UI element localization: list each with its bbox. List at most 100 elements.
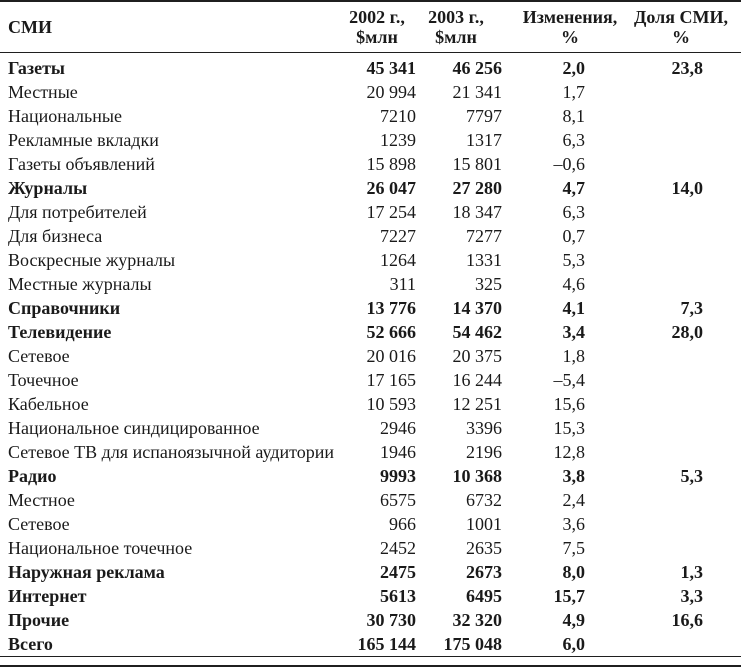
value-2003-cell: 16 244 bbox=[452, 370, 503, 390]
value-2002-cell: 45 341 bbox=[366, 58, 417, 78]
share-cell bbox=[585, 128, 703, 152]
value-2003-cell: 1317 bbox=[466, 130, 502, 150]
change-cell: 6,3 bbox=[562, 202, 586, 222]
value-2003-cell: 21 341 bbox=[452, 82, 503, 102]
column-header-2002-line2: $млн bbox=[356, 26, 398, 47]
value-2003-cell: 2196 bbox=[466, 442, 502, 462]
column-header-share-line1: Доля СМИ, bbox=[634, 7, 728, 27]
value-2003-cell: 7277 bbox=[466, 226, 502, 246]
label-cell: Для потребителей bbox=[8, 202, 147, 222]
change-cell: 15,7 bbox=[553, 586, 586, 606]
share-cell: 14,0 bbox=[671, 178, 704, 198]
share-cell bbox=[585, 248, 703, 272]
share-cell bbox=[585, 632, 703, 656]
label-cell: Всего bbox=[8, 634, 53, 654]
change-cell: –5,4 bbox=[553, 370, 586, 390]
share-cell bbox=[585, 104, 703, 128]
table-row: Для потребителей 17 254 18 347 6,3 bbox=[0, 200, 741, 224]
value-2003-cell: 6495 bbox=[466, 586, 502, 606]
change-cell: 3,6 bbox=[562, 514, 586, 534]
label-cell: Сетевое bbox=[8, 346, 70, 366]
value-2002-cell: 1239 bbox=[380, 130, 416, 150]
share-cell bbox=[585, 440, 703, 464]
value-2002-cell: 20 994 bbox=[366, 82, 417, 102]
label-cell: Местные журналы bbox=[8, 274, 152, 294]
column-header-2002: 2002 г., $млн bbox=[349, 7, 405, 47]
value-2002-cell: 20 016 bbox=[366, 346, 417, 366]
change-cell: 5,3 bbox=[562, 250, 586, 270]
share-cell bbox=[585, 200, 703, 224]
change-cell: –0,6 bbox=[553, 154, 586, 174]
table-row: Кабельное 10 593 12 251 15,6 bbox=[0, 392, 741, 416]
value-2003-cell: 1331 bbox=[466, 250, 502, 270]
label-cell: Телевидение bbox=[8, 322, 112, 342]
value-2003-cell: 12 251 bbox=[452, 394, 503, 414]
value-2002-cell: 10 593 bbox=[366, 394, 417, 414]
value-2003-cell: 325 bbox=[475, 274, 502, 294]
change-cell: 0,7 bbox=[562, 226, 586, 246]
column-header-media: СМИ bbox=[8, 16, 52, 37]
change-cell: 1,8 bbox=[562, 346, 586, 366]
table-row: Всего 165 144 175 048 6,0 bbox=[0, 632, 741, 656]
column-header-2003: 2003 г., $млн bbox=[428, 7, 484, 47]
table-row: Местные 20 994 21 341 1,7 bbox=[0, 80, 741, 104]
value-2002-cell: 165 144 bbox=[357, 634, 417, 654]
column-header-change-line1: Изменения, bbox=[522, 7, 618, 27]
share-cell: 16,6 bbox=[671, 610, 704, 630]
label-cell: Местные bbox=[8, 82, 78, 102]
table-row: Местное 6575 6732 2,4 bbox=[0, 488, 741, 512]
label-cell: Газеты bbox=[8, 58, 65, 78]
label-cell: Журналы bbox=[8, 178, 88, 198]
table-body: Газеты 45 341 46 256 2,0 23,8 Местные 20 994 21… bbox=[0, 53, 741, 657]
value-2002-cell: 52 666 bbox=[366, 322, 417, 342]
share-cell bbox=[585, 392, 703, 416]
value-2002-cell: 1264 bbox=[380, 250, 416, 270]
label-cell: Национальное синдицированное bbox=[8, 418, 260, 438]
column-header-2002-line1: 2002 г., bbox=[349, 7, 405, 27]
column-header-change: Изменения, % bbox=[522, 7, 618, 47]
value-2002-cell: 2452 bbox=[380, 538, 416, 558]
label-cell: Кабельное bbox=[8, 394, 89, 414]
value-2003-cell: 6732 bbox=[466, 490, 502, 510]
label-cell: Газеты объявлений bbox=[8, 154, 155, 174]
table-row: Радио 9993 10 368 3,8 5,3 bbox=[0, 464, 741, 488]
value-2003-cell: 175 048 bbox=[443, 634, 503, 654]
value-2002-cell: 15 898 bbox=[366, 154, 417, 174]
table-row: Рекламные вкладки 1239 1317 6,3 bbox=[0, 128, 741, 152]
value-2002-cell: 17 165 bbox=[366, 370, 417, 390]
value-2003-cell: 3396 bbox=[466, 418, 502, 438]
value-2002-cell: 7210 bbox=[380, 106, 416, 126]
value-2002-cell: 7227 bbox=[380, 226, 416, 246]
change-cell: 4,1 bbox=[562, 298, 586, 318]
label-cell: Наружная реклама bbox=[8, 562, 165, 582]
share-cell bbox=[585, 344, 703, 368]
value-2002-cell: 966 bbox=[389, 514, 416, 534]
value-2003-cell: 2673 bbox=[466, 562, 502, 582]
table-row: Сетевое 20 016 20 375 1,8 bbox=[0, 344, 741, 368]
table-row: Сетевое ТВ для испаноязычной аудитории 19… bbox=[0, 440, 741, 464]
value-2002-cell: 6575 bbox=[380, 490, 416, 510]
table-row: Телевидение 52 666 54 462 3,4 28,0 bbox=[0, 320, 741, 344]
change-cell: 2,0 bbox=[562, 58, 586, 78]
share-cell bbox=[585, 416, 703, 440]
change-cell: 12,8 bbox=[553, 442, 586, 462]
value-2002-cell: 1946 bbox=[380, 442, 416, 462]
table-row: Интернет 5613 6495 15,7 3,3 bbox=[0, 584, 741, 608]
change-cell: 2,4 bbox=[562, 490, 586, 510]
change-cell: 6,3 bbox=[562, 130, 586, 150]
change-cell: 8,0 bbox=[562, 562, 586, 582]
column-header-change-line2: % bbox=[560, 26, 579, 47]
table-row: Национальные 7210 7797 8,1 bbox=[0, 104, 741, 128]
share-cell bbox=[585, 368, 703, 392]
share-cell bbox=[585, 272, 703, 296]
value-2003-cell: 7797 bbox=[466, 106, 502, 126]
value-2003-cell: 15 801 bbox=[452, 154, 503, 174]
value-2002-cell: 9993 bbox=[380, 466, 416, 486]
share-cell bbox=[585, 152, 703, 176]
table-row: Журналы 26 047 27 280 4,7 14,0 bbox=[0, 176, 741, 200]
table-row: Для бизнеса 7227 7277 0,7 bbox=[0, 224, 741, 248]
table-row: Воскресные журналы 1264 1331 5,3 bbox=[0, 248, 741, 272]
change-cell: 4,6 bbox=[562, 274, 586, 294]
table-row: Газеты объявлений 15 898 15 801 –0,6 bbox=[0, 152, 741, 176]
change-cell: 15,6 bbox=[553, 394, 586, 414]
